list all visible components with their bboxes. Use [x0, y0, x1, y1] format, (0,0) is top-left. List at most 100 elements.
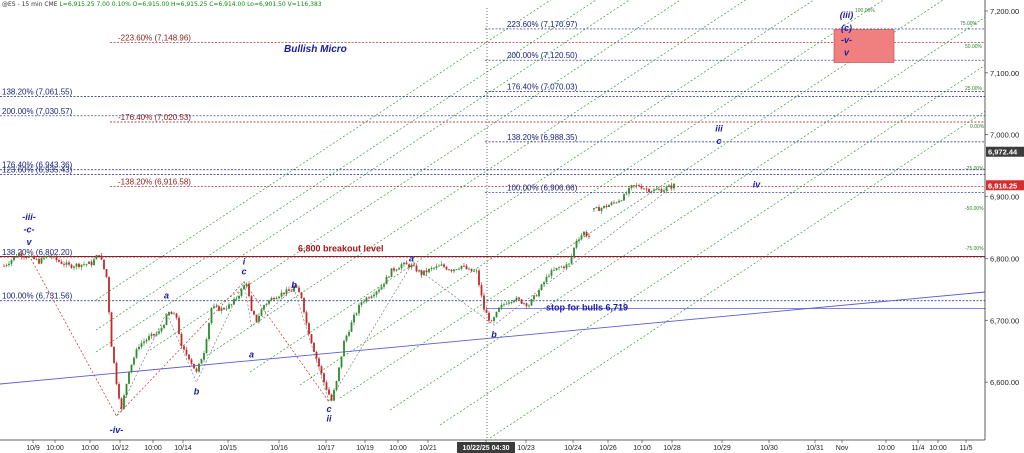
- candle-body: [265, 303, 268, 305]
- candle-body: [245, 283, 248, 286]
- candle-body: [85, 263, 88, 265]
- candle-body: [608, 204, 610, 208]
- candle-body: [533, 295, 535, 300]
- candle-body: [153, 333, 155, 336]
- candle-body: [205, 339, 208, 354]
- x-tick-label: 10/16: [270, 445, 288, 452]
- candle-body: [218, 306, 220, 311]
- candle-body: [445, 266, 448, 270]
- candle-body: [638, 185, 640, 187]
- candle-body: [388, 276, 390, 278]
- fan-level-label: 100.00%: [855, 8, 875, 14]
- candle-body: [193, 363, 195, 369]
- fib-level-label: 176.40% (6,943.36): [2, 161, 73, 170]
- candle-body: [650, 191, 653, 192]
- fib-level-label: 100.00% (6,906.66): [507, 183, 578, 192]
- candle-body: [433, 267, 435, 269]
- candle-body: [325, 382, 328, 390]
- candle-body: [465, 265, 468, 270]
- candle-body: [385, 276, 388, 285]
- candle-body: [250, 296, 253, 312]
- candle-body: [100, 255, 103, 260]
- candle-body: [543, 282, 545, 285]
- fan-line: [95, 0, 597, 331]
- candle-body: [513, 300, 515, 303]
- x-tick-label: 10/21: [419, 445, 437, 452]
- wave-label: b: [291, 280, 297, 290]
- price-tag-box: [986, 180, 1024, 191]
- candle-body: [55, 256, 58, 260]
- candle-body: [45, 256, 48, 258]
- candle-body: [673, 183, 675, 189]
- candle-body: [228, 304, 230, 309]
- candle-body: [268, 300, 270, 304]
- candle-body: [283, 292, 285, 295]
- x-tick-label: Nov: [836, 445, 849, 452]
- candle-body: [370, 296, 373, 299]
- price-tag-label: 6,918.25: [988, 181, 1017, 190]
- candle-body: [50, 255, 53, 258]
- fib-level-label: -138.20% (6,916.58): [118, 177, 191, 186]
- candle-body: [430, 267, 433, 269]
- candle-body: [200, 359, 203, 364]
- candle-body: [615, 202, 618, 204]
- candle-body: [13, 256, 15, 261]
- candle-body: [480, 285, 483, 296]
- candle-body: [30, 255, 33, 257]
- candle-body: [528, 305, 530, 307]
- candle-body: [90, 261, 93, 266]
- candle-body: [178, 317, 180, 334]
- fan-line: [489, 111, 986, 439]
- candle-body: [308, 323, 310, 335]
- candle-body: [140, 343, 143, 347]
- candle-body: [290, 290, 293, 292]
- candle-body: [143, 341, 145, 344]
- fan-line: [199, 0, 747, 361]
- candle-body: [310, 334, 313, 343]
- candle-body: [503, 304, 505, 306]
- y-tick-label: 7,000.00: [990, 131, 1019, 140]
- y-tick-label: 6,800.00: [990, 254, 1019, 263]
- wave-label: ii: [326, 414, 332, 424]
- candle-body: [518, 297, 520, 300]
- x-tick-label: 10/28: [663, 445, 681, 452]
- candle-body: [540, 284, 543, 291]
- y-tick-label: 6,600.00: [990, 378, 1019, 387]
- candle-body: [663, 190, 665, 192]
- candle-body: [668, 185, 670, 188]
- candle-body: [413, 264, 415, 266]
- wave-annotations: Bullish Micro-iii--c-v-iv-abicabciiabiii…: [22, 10, 895, 435]
- candle-body: [443, 264, 445, 267]
- candle-body: [558, 267, 560, 269]
- candle-body: [358, 304, 360, 314]
- candle-body: [233, 298, 235, 305]
- wave-label: -iv-: [110, 425, 124, 435]
- candle-body: [625, 193, 628, 195]
- fib-level-label: 176.40% (7,070.03): [507, 82, 578, 91]
- y-tick-label: 6,700.00: [990, 316, 1019, 325]
- candle-body: [35, 259, 38, 260]
- candle-body: [353, 314, 355, 323]
- x-cursor-box: [457, 442, 515, 453]
- candle-body: [383, 284, 385, 287]
- candle-body: [103, 259, 105, 270]
- y-tick-label: 6,900.00: [990, 193, 1019, 202]
- candle-body: [173, 313, 175, 315]
- fib-level-label: 200.00% (7,030.57): [2, 107, 73, 116]
- candle-body: [123, 395, 125, 409]
- wave-label: v: [844, 48, 850, 58]
- candle-body: [260, 309, 263, 316]
- candle-body: [78, 263, 80, 268]
- candle-body: [323, 373, 325, 383]
- candle-body: [530, 299, 533, 306]
- candle-body: [295, 285, 298, 288]
- candle-body: [600, 207, 603, 212]
- wave-label: -c-: [24, 224, 35, 234]
- y-tick-label: 7,200.00: [990, 7, 1019, 16]
- candle-body: [463, 265, 465, 267]
- candle-body: [435, 266, 438, 268]
- candle-body: [525, 303, 528, 307]
- candle-body: [313, 342, 315, 352]
- candle-body: [428, 268, 430, 273]
